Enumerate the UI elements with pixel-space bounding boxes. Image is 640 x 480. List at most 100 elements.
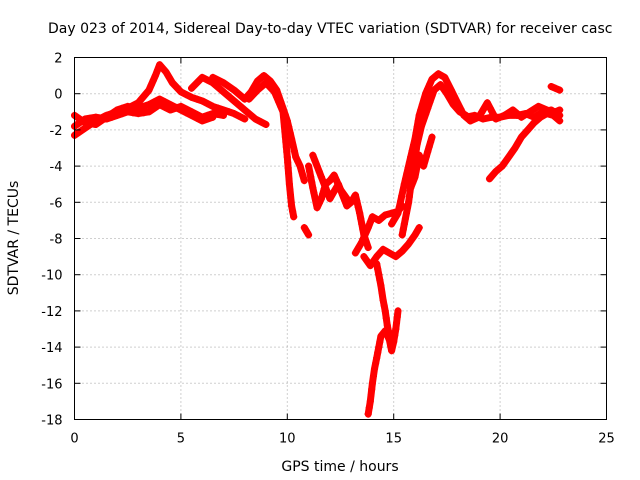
data-point	[428, 75, 436, 83]
data-point	[447, 86, 455, 94]
data-point	[151, 72, 159, 80]
data-point	[172, 103, 180, 111]
data-point	[156, 95, 164, 103]
data-point	[393, 319, 401, 327]
data-point	[307, 173, 315, 181]
series-track-m	[373, 260, 393, 340]
data-point	[385, 332, 393, 340]
data-point	[391, 215, 399, 223]
data-point	[387, 341, 395, 349]
data-point	[395, 203, 403, 211]
data-point	[405, 240, 413, 248]
data-point	[354, 203, 362, 211]
data-point	[408, 235, 416, 243]
data-point	[376, 338, 384, 346]
data-point	[162, 68, 170, 76]
y-tick-label: -4	[50, 160, 63, 175]
data-point	[357, 215, 365, 223]
data-point	[275, 98, 283, 106]
x-tick-label: 0	[70, 432, 78, 447]
data-point	[254, 86, 262, 94]
data-point	[219, 88, 227, 96]
data-point	[366, 397, 374, 405]
data-point	[375, 343, 383, 351]
data-point	[165, 73, 173, 81]
x-tick-label: 10	[279, 432, 296, 447]
data-point	[392, 253, 400, 261]
y-tick-label: 2	[54, 52, 62, 67]
data-point	[404, 204, 412, 212]
series-track-f	[245, 79, 298, 221]
data-point	[505, 153, 513, 161]
y-tick-label: -8	[50, 233, 63, 248]
data-point	[343, 202, 351, 210]
data-point	[241, 115, 249, 123]
data-point	[271, 88, 279, 96]
data-point	[166, 101, 174, 109]
data-point	[375, 271, 383, 279]
data-point	[145, 108, 153, 116]
data-point	[290, 147, 298, 155]
data-point	[378, 289, 386, 297]
data-point	[413, 162, 421, 170]
data-point	[262, 79, 270, 87]
data-point	[306, 168, 314, 176]
series-track-s	[485, 110, 564, 183]
data-point	[415, 134, 423, 142]
data-point	[188, 111, 196, 119]
data-point	[398, 247, 406, 255]
data-point	[377, 332, 385, 340]
data-point	[92, 120, 100, 128]
data-point	[277, 103, 285, 111]
data-point	[81, 119, 89, 127]
data-point	[449, 101, 457, 109]
data-point	[426, 98, 434, 106]
data-point	[337, 186, 344, 194]
data-point	[309, 184, 317, 192]
data-point	[427, 138, 435, 146]
y-tick-label: -2	[50, 124, 63, 139]
data-point	[422, 110, 430, 118]
y-axis-label: SDTVAR / TECUs	[6, 181, 22, 296]
data-point	[415, 151, 423, 159]
data-point	[407, 184, 415, 192]
data-point	[524, 126, 532, 134]
data-point	[262, 120, 270, 128]
data-point	[444, 80, 452, 88]
data-point	[400, 220, 408, 228]
data-point	[364, 244, 372, 252]
data-point	[258, 82, 266, 90]
data-point	[355, 244, 363, 252]
data-point	[254, 77, 262, 85]
data-point	[501, 158, 509, 166]
data-point	[543, 110, 551, 118]
data-point	[129, 103, 137, 111]
data-point	[446, 95, 454, 103]
data-point	[430, 86, 438, 94]
data-point	[235, 91, 243, 99]
data-point	[363, 257, 371, 265]
data-point	[319, 190, 327, 198]
data-point	[369, 372, 377, 380]
data-point	[193, 114, 201, 122]
data-point	[198, 97, 206, 105]
data-point	[409, 178, 417, 186]
data-point	[288, 202, 296, 210]
data-point	[374, 265, 382, 273]
data-point	[398, 192, 406, 200]
data-point	[551, 84, 559, 92]
data-point	[124, 102, 132, 110]
x-axis-label: GPS time / hours	[281, 459, 398, 475]
data-point	[508, 149, 516, 157]
data-point	[300, 224, 308, 232]
data-point	[385, 249, 393, 257]
data-point	[434, 70, 442, 78]
data-point	[400, 180, 408, 188]
data-point	[437, 81, 445, 89]
data-point	[322, 180, 330, 188]
data-point	[150, 98, 158, 106]
data-point	[300, 177, 308, 185]
data-point	[297, 167, 305, 175]
data-point	[353, 197, 361, 205]
data-point	[249, 91, 257, 99]
